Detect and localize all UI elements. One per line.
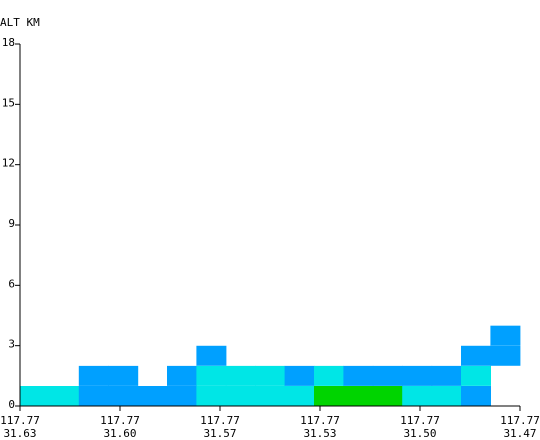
cell-5-2 xyxy=(167,365,197,386)
x-tick-lat-5: 31.47 xyxy=(503,427,536,440)
cell-12-2 xyxy=(372,365,403,386)
cell-2-1 xyxy=(78,386,109,406)
cell-11-1 xyxy=(343,386,374,406)
axes-layer: 0369121518117.7731.63117.7731.60117.7731… xyxy=(0,36,540,440)
cell-5-1 xyxy=(167,386,197,406)
cell-6-3 xyxy=(196,345,227,366)
y-tick-label-3: 3 xyxy=(8,338,15,351)
cell-4-1 xyxy=(137,386,168,406)
cell-0-1 xyxy=(20,386,50,406)
x-tick-lon-0: 117.77 xyxy=(0,414,40,427)
cell-3-1 xyxy=(108,386,139,406)
x-tick-lat-1: 31.60 xyxy=(103,427,136,440)
cell-10-1 xyxy=(314,386,344,406)
cell-1-1 xyxy=(49,386,80,406)
cell-14-2 xyxy=(431,365,462,386)
cell-6-1 xyxy=(196,386,227,406)
cell-12-1 xyxy=(372,386,403,406)
cell-15-1 xyxy=(461,386,491,406)
x-tick-lon-3: 117.77 xyxy=(300,414,340,427)
cell-16-3 xyxy=(490,345,521,366)
cell-15-3 xyxy=(461,345,491,366)
cell-7-2 xyxy=(225,365,256,386)
x-tick-lat-0: 31.63 xyxy=(3,427,36,440)
cell-13-2 xyxy=(402,365,433,386)
cell-9-2 xyxy=(284,365,315,386)
y-tick-label-12: 12 xyxy=(2,157,15,170)
cell-8-2 xyxy=(255,365,286,386)
x-tick-lon-1: 117.77 xyxy=(100,414,140,427)
cell-3-2 xyxy=(108,365,139,386)
cell-10-2 xyxy=(314,365,344,386)
y-axis-label: ALT KM xyxy=(0,16,40,29)
x-tick-lon-5: 117.77 xyxy=(500,414,540,427)
cell-15-2 xyxy=(461,365,491,386)
cell-6-2 xyxy=(196,365,227,386)
cell-8-1 xyxy=(255,386,286,406)
cell-14-1 xyxy=(431,386,462,406)
x-tick-lon-4: 117.77 xyxy=(400,414,440,427)
x-tick-lon-2: 117.77 xyxy=(200,414,240,427)
x-tick-lat-3: 31.53 xyxy=(303,427,336,440)
cells-layer xyxy=(20,325,521,406)
y-tick-label-18: 18 xyxy=(2,36,15,49)
cell-16-4 xyxy=(490,325,521,346)
y-tick-label-0: 0 xyxy=(8,398,15,411)
y-tick-label-6: 6 xyxy=(8,277,15,290)
cell-13-1 xyxy=(402,386,433,406)
x-tick-lat-4: 31.50 xyxy=(403,427,436,440)
cell-9-1 xyxy=(284,386,315,406)
x-tick-lat-2: 31.57 xyxy=(203,427,236,440)
cell-11-2 xyxy=(343,365,374,386)
y-tick-label-9: 9 xyxy=(8,217,15,230)
cell-2-2 xyxy=(78,365,109,386)
y-tick-label-15: 15 xyxy=(2,96,15,109)
cell-7-1 xyxy=(225,386,256,406)
